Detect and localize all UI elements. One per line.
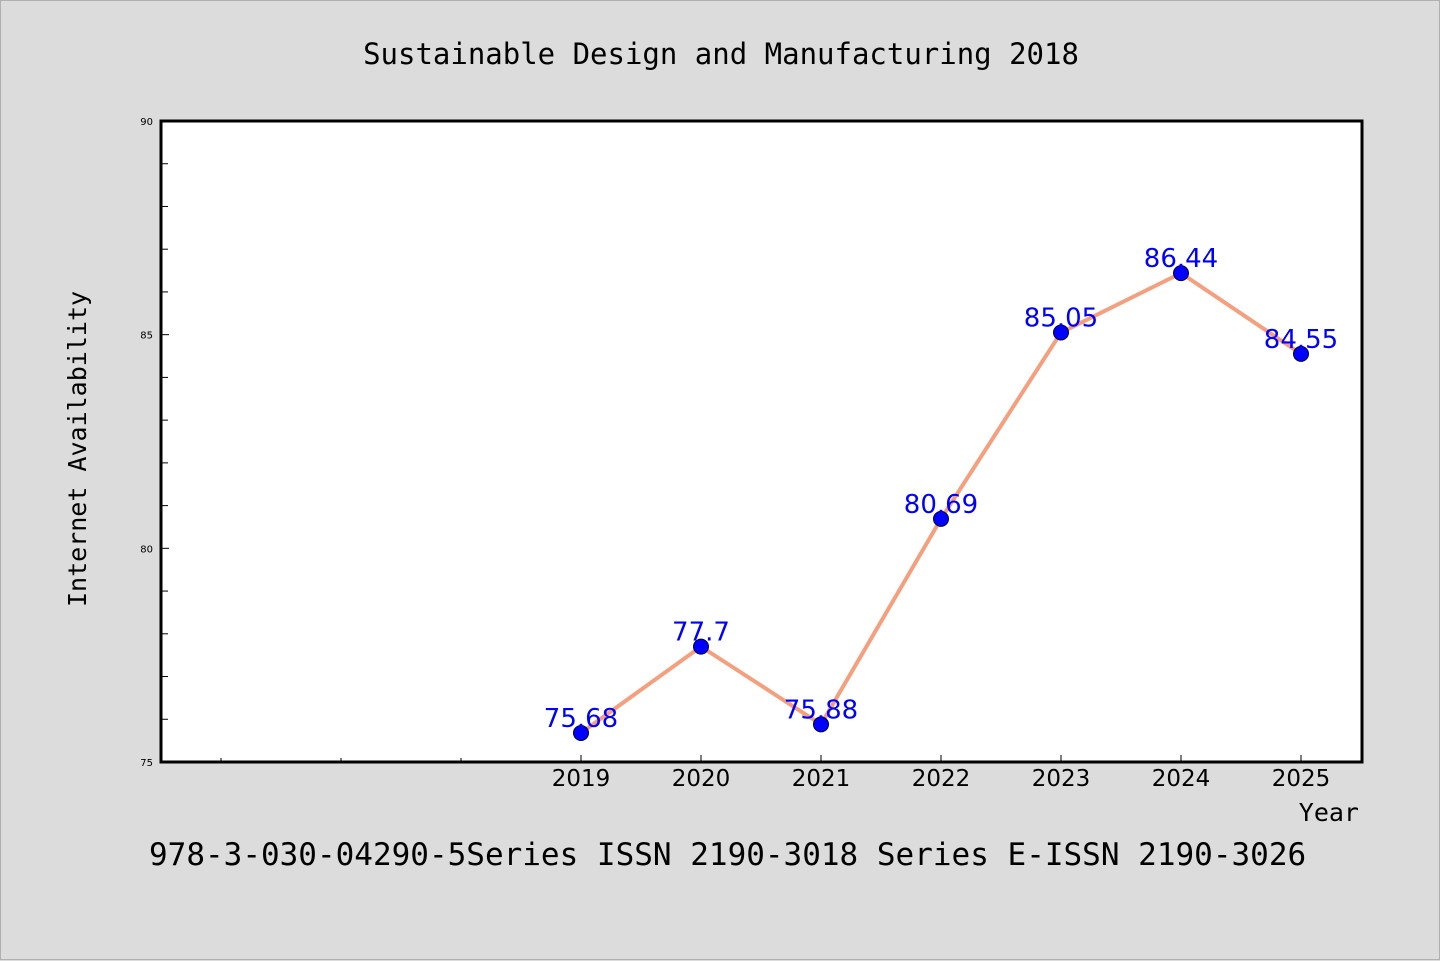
series-group: 75.68 77.7 75.88 80.69 85.05 86.44 84.55 xyxy=(544,244,1338,741)
x-tick-label: 2023 xyxy=(1032,766,1091,792)
x-tick-label: 2019 xyxy=(552,766,611,792)
data-label: 85.05 xyxy=(1024,304,1098,334)
data-point xyxy=(813,716,829,733)
data-label: 80.69 xyxy=(904,490,978,520)
data-point xyxy=(1053,324,1069,341)
y-tick-label: 75 xyxy=(140,758,153,769)
data-label: 75.88 xyxy=(784,695,858,725)
x-tick-label: 2020 xyxy=(672,766,731,792)
y-axis: 75 80 85 90 xyxy=(140,117,169,769)
data-label: 84.55 xyxy=(1264,325,1338,355)
data-point xyxy=(693,638,709,655)
x-tick-label: 2025 xyxy=(1272,766,1331,792)
chart-title: Sustainable Design and Manufacturing 201… xyxy=(363,37,1079,71)
x-axis-label: Year xyxy=(1299,798,1359,827)
y-tick-label: 85 xyxy=(140,331,153,342)
data-point xyxy=(1173,265,1189,282)
data-point xyxy=(573,724,589,741)
data-point xyxy=(933,510,949,527)
y-tick-label: 80 xyxy=(140,544,153,555)
footer-text: 978-3-030-04290-5Series ISSN 2190-3018 S… xyxy=(149,837,1306,873)
y-axis-label: Internet Availability xyxy=(63,291,92,607)
plot-area xyxy=(159,119,1364,764)
x-axis: 2019 2020 2021 2022 2023 2024 2025 xyxy=(220,755,1331,792)
data-point xyxy=(1293,345,1309,362)
data-label: 77.7 xyxy=(672,618,730,648)
x-tick-label: 2022 xyxy=(912,766,971,792)
data-label: 86.44 xyxy=(1144,244,1218,274)
y-tick-label: 90 xyxy=(140,117,153,128)
x-tick-label: 2021 xyxy=(792,766,851,792)
data-label: 75.68 xyxy=(544,704,618,734)
x-tick-label: 2024 xyxy=(1152,766,1211,792)
